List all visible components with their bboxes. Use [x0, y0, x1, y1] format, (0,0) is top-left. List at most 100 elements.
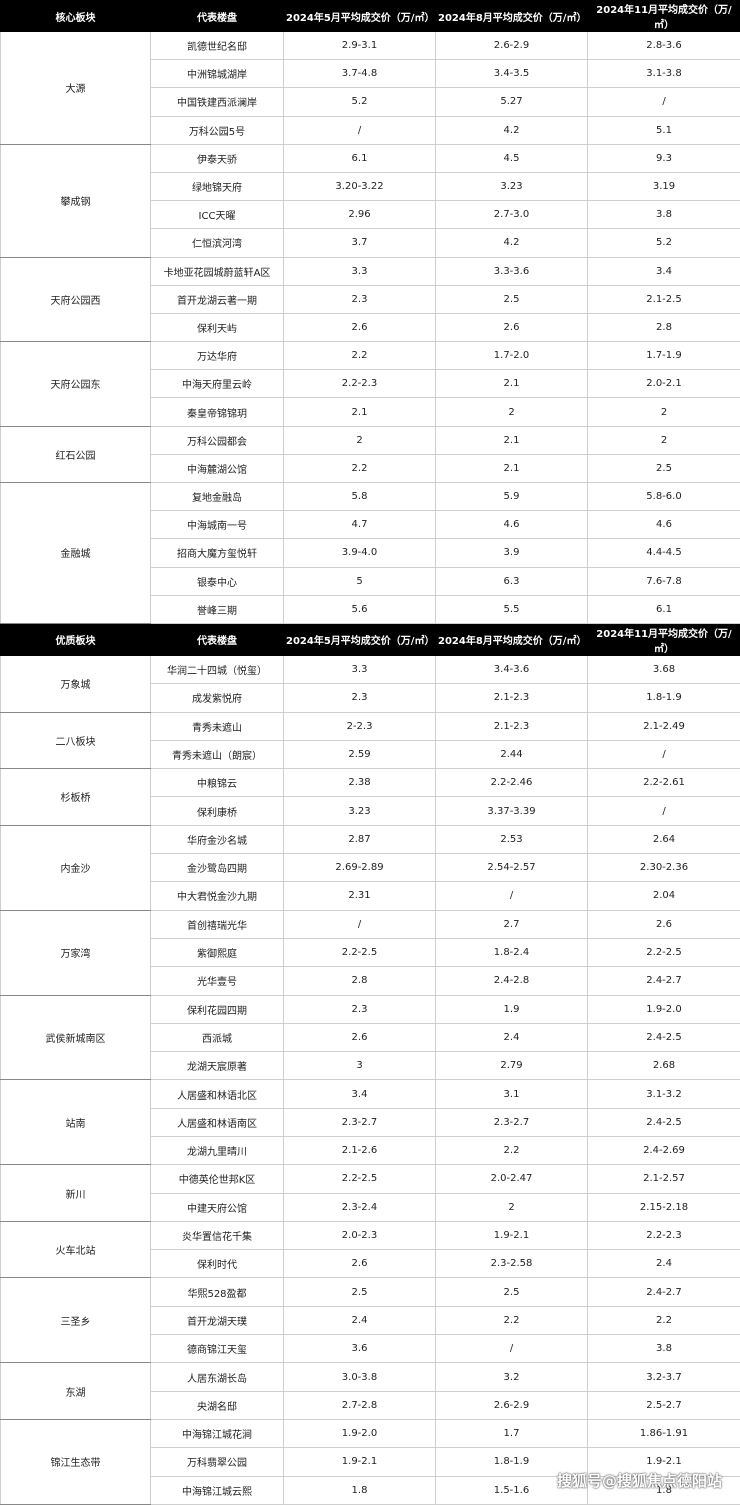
project-cell: 招商大魔方玺悦轩 — [151, 539, 284, 567]
price-cell: 1.7-2.0 — [436, 342, 588, 370]
price-cell: 3.9-4.0 — [284, 539, 436, 567]
price-cell: 3 — [284, 1052, 436, 1080]
price-cell: 2.0-2.1 — [588, 370, 740, 398]
price-cell: 3.2-3.7 — [588, 1363, 740, 1391]
district-cell: 新川 — [1, 1165, 151, 1222]
project-cell: 卡地亚花园城蔚蓝轩A区 — [151, 257, 284, 285]
price-cell: 4.2 — [436, 116, 588, 144]
price-cell: 2.2 — [588, 1306, 740, 1334]
price-cell: 3.4 — [588, 257, 740, 285]
price-cell: 2.04 — [588, 882, 740, 910]
project-cell: 炎华置信花千集 — [151, 1221, 284, 1249]
project-cell: 西派城 — [151, 1023, 284, 1051]
price-cell: 2.5 — [588, 454, 740, 482]
price-cell: 2.2 — [436, 1306, 588, 1334]
project-cell: 万科公园5号 — [151, 116, 284, 144]
price-cell: / — [588, 740, 740, 768]
project-cell: 华府金沙名城 — [151, 825, 284, 853]
price-cell: 6.3 — [436, 567, 588, 595]
price-cell: 2.8 — [588, 313, 740, 341]
price-cell: 2.0-2.3 — [284, 1221, 436, 1249]
price-cell: 2.4 — [284, 1306, 436, 1334]
price-cell: 3.6 — [284, 1335, 436, 1363]
price-cell: 2.64 — [588, 825, 740, 853]
project-cell: 紫御熙庭 — [151, 938, 284, 966]
district-cell: 红石公园 — [1, 426, 151, 482]
district-cell: 万家湾 — [1, 910, 151, 995]
price-cell: 2.9-3.1 — [284, 32, 436, 60]
price-cell: 2.3-2.7 — [436, 1108, 588, 1136]
project-cell: 金沙鹭岛四期 — [151, 854, 284, 882]
district-cell: 武侯新城南区 — [1, 995, 151, 1080]
price-cell: 2-2.3 — [284, 712, 436, 740]
price-cell: 2.2-2.5 — [284, 1165, 436, 1193]
district-cell: 大源 — [1, 32, 151, 145]
price-cell: 1.9-2.1 — [284, 1448, 436, 1476]
project-cell: 人居东湖长岛 — [151, 1363, 284, 1391]
price-cell: 2.3 — [284, 285, 436, 313]
price-cell: 2.69-2.89 — [284, 854, 436, 882]
header-cell: 2024年11月平均成交价（万/㎡） — [588, 1, 740, 32]
price-cell: 3.68 — [588, 655, 740, 683]
project-cell: 誉峰三期 — [151, 595, 284, 623]
price-cell: 2.7 — [436, 910, 588, 938]
price-cell: 3.3-3.6 — [436, 257, 588, 285]
price-cell: 2.3 — [284, 684, 436, 712]
price-cell: 1.9-2.1 — [436, 1221, 588, 1249]
price-cell: 2.6 — [284, 1250, 436, 1278]
price-cell: 3.0-3.8 — [284, 1363, 436, 1391]
district-cell: 二八板块 — [1, 712, 151, 769]
project-cell: 伊泰天骄 — [151, 144, 284, 172]
district-cell: 锦江生态带 — [1, 1419, 151, 1504]
project-cell: 青秀未遮山（朗宸） — [151, 740, 284, 768]
price-cell: 1.9-2.0 — [588, 995, 740, 1023]
price-cell: 2.79 — [436, 1052, 588, 1080]
price-cell: 2 — [284, 426, 436, 454]
price-cell: 2.38 — [284, 769, 436, 797]
price-cell: 2.15-2.18 — [588, 1193, 740, 1221]
project-cell: 保利康桥 — [151, 797, 284, 825]
price-cell: 1.8-2.4 — [436, 938, 588, 966]
header-cell: 2024年5月平均成交价（万/㎡） — [284, 1, 436, 32]
price-cell: 3.8 — [588, 1335, 740, 1363]
price-cell: 2.5 — [436, 285, 588, 313]
project-cell: 华润二十四城（悦玺） — [151, 655, 284, 683]
project-cell: 万科翡翠公园 — [151, 1448, 284, 1476]
price-cell: 2.68 — [588, 1052, 740, 1080]
project-cell: 银泰中心 — [151, 567, 284, 595]
price-cell: / — [436, 1335, 588, 1363]
project-cell: 秦皇帝锦锦玥 — [151, 398, 284, 426]
project-cell: 中海麓湖公馆 — [151, 454, 284, 482]
price-cell: 2.2-2.61 — [588, 769, 740, 797]
price-cell: 2.44 — [436, 740, 588, 768]
project-cell: 保利天屿 — [151, 313, 284, 341]
price-cell: 2.2 — [284, 454, 436, 482]
project-cell: 光华壹号 — [151, 967, 284, 995]
project-cell: 中建天府公馆 — [151, 1193, 284, 1221]
price-cell: 2.6-2.9 — [436, 32, 588, 60]
header-cell: 核心板块 — [1, 1, 151, 32]
price-cell: 2.3-2.4 — [284, 1193, 436, 1221]
price-cell: 2.2-2.3 — [588, 1221, 740, 1249]
project-cell: 保利时代 — [151, 1250, 284, 1278]
price-cell: 5.27 — [436, 88, 588, 116]
price-cell: 3.19 — [588, 172, 740, 200]
price-cell: 2.4-2.5 — [588, 1023, 740, 1051]
price-cell: 2.96 — [284, 201, 436, 229]
price-cell: / — [588, 797, 740, 825]
price-cell: 3.7 — [284, 229, 436, 257]
price-cell: / — [588, 88, 740, 116]
price-cell: 3.23 — [436, 172, 588, 200]
price-cell: 2.6 — [436, 313, 588, 341]
price-cell: 4.4-4.5 — [588, 539, 740, 567]
price-cell: 5.5 — [436, 595, 588, 623]
